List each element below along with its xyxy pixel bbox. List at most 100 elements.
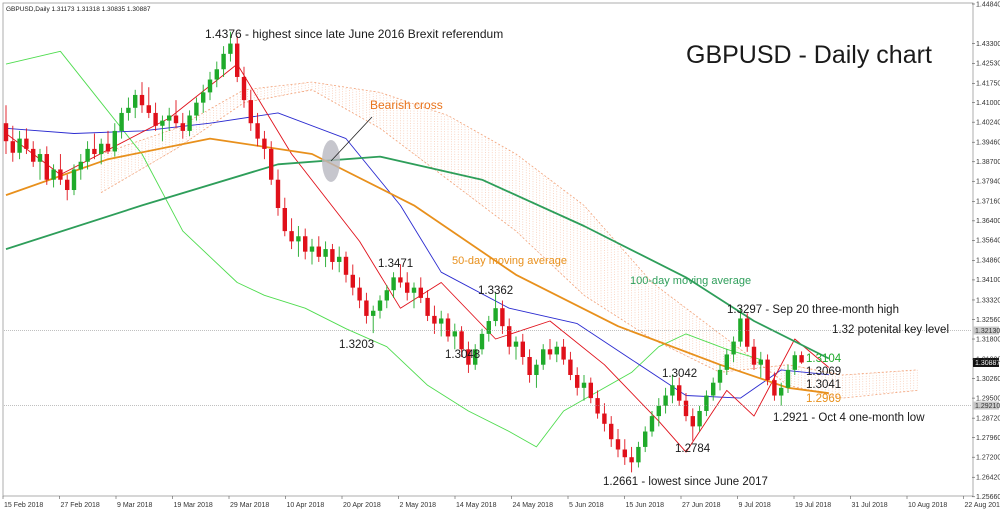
price-level-label: 1.32130: [975, 328, 1000, 335]
x-tick-label: 9 Jul 2018: [739, 502, 771, 509]
annotation-ma50: 50-day moving average: [452, 255, 567, 267]
candle-body: [615, 439, 621, 450]
candle: [228, 31, 233, 62]
candle: [581, 374, 587, 401]
y-tick-label: 1.34100: [976, 277, 1000, 284]
candle: [146, 87, 151, 119]
x-tick-label: 9 Mar 2018: [117, 502, 153, 509]
candle: [439, 310, 444, 337]
candle: [636, 441, 641, 468]
candle-body: [473, 349, 478, 365]
candle: [643, 426, 648, 453]
x-tick-label: 27 Jun 2018: [682, 502, 721, 509]
candle: [112, 123, 117, 157]
candle-body: [323, 249, 328, 257]
candle-body: [99, 143, 104, 155]
candle-body: [303, 236, 308, 252]
candle-body: [241, 76, 247, 101]
candle: [772, 372, 777, 401]
candle-body: [486, 321, 491, 334]
candle-body: [24, 138, 29, 149]
candle: [282, 197, 287, 237]
candle: [513, 336, 519, 360]
candle-body: [289, 231, 294, 242]
candle: [697, 405, 702, 432]
candle-body: [119, 112, 124, 131]
y-tick-label: 1.37160: [976, 199, 1000, 206]
candle: [201, 84, 206, 113]
candle-body: [10, 141, 15, 153]
candle-body: [105, 143, 111, 152]
candle: [133, 89, 138, 119]
candle-body: [534, 364, 539, 375]
candle-body: [799, 355, 804, 363]
candle-body: [371, 310, 376, 316]
annotation-sep20-high: 1.3297 - Sep 20 three-month high: [727, 304, 899, 316]
annotation-1-3104: 1.3104: [806, 353, 842, 365]
annotation-low: 1.2661 - lowest since June 2017: [603, 476, 768, 488]
candle: [153, 102, 158, 131]
candle: [731, 336, 736, 363]
candle-body: [602, 413, 607, 424]
candle-body: [201, 92, 206, 103]
candle: [377, 295, 383, 319]
candle: [473, 344, 478, 370]
candle: [792, 351, 797, 375]
candle-body: [296, 236, 301, 242]
candle: [289, 218, 294, 250]
y-tick-label: 1.29500: [976, 395, 1000, 402]
annotation-1-3069: 1.3069: [806, 366, 841, 378]
candle: [85, 141, 90, 170]
candle: [500, 300, 505, 334]
annotation-1-3041: 1.3041: [806, 379, 841, 391]
candle-body: [724, 354, 729, 370]
x-tick-label: 20 Apr 2018: [343, 502, 381, 509]
candle-body: [636, 446, 641, 463]
candle: [398, 264, 403, 288]
chart-title: GBPUSD - Daily chart: [686, 41, 932, 69]
x-tick-label: 27 Feb 2018: [61, 502, 100, 509]
x-tick-label: 5 Jun 2018: [569, 502, 604, 509]
candle: [139, 82, 145, 113]
annotation-key-level: 1.32 potenital key level: [832, 324, 949, 336]
candle: [479, 328, 485, 355]
candle: [65, 174, 70, 201]
current-price-label: 1.30887: [975, 360, 1000, 367]
candle: [799, 351, 804, 364]
candle-body: [690, 416, 695, 427]
candle-body: [133, 94, 138, 108]
candle: [683, 392, 689, 422]
candle-body: [656, 405, 661, 417]
candle: [330, 243, 335, 270]
candle-body: [146, 105, 151, 113]
annotation-1-2784: 1.2784: [675, 443, 711, 455]
candle: [738, 308, 743, 347]
candle-body: [751, 346, 757, 365]
y-tick-label: 1.41750: [976, 81, 1000, 88]
plot-frame: [2, 2, 974, 497]
candle: [711, 377, 716, 401]
candle: [44, 146, 49, 185]
candle-body: [58, 169, 63, 180]
candle-body: [405, 282, 410, 293]
annotation-1-3042: 1.3042: [662, 368, 697, 380]
x-tick-label: 15 Jun 2018: [626, 502, 665, 509]
candle-body: [398, 277, 403, 283]
candle: [785, 364, 791, 393]
candle: [105, 130, 111, 155]
price-levels: 1.32130 1.29210 1.30887: [4, 326, 1000, 410]
annotation-1-3471: 1.3471: [378, 258, 413, 270]
candle: [99, 138, 104, 165]
annotation-ma100: 100-day moving average: [630, 275, 751, 287]
candle-body: [309, 246, 315, 252]
candle-body: [609, 423, 614, 440]
ma50-line: [5, 137, 829, 395]
candle: [214, 61, 219, 88]
candle-body: [527, 357, 532, 375]
candle: [622, 439, 627, 465]
y-tick-label: 1.42530: [976, 61, 1000, 68]
candle: [248, 89, 253, 131]
annotation-1-2969: 1.2969: [806, 393, 841, 405]
